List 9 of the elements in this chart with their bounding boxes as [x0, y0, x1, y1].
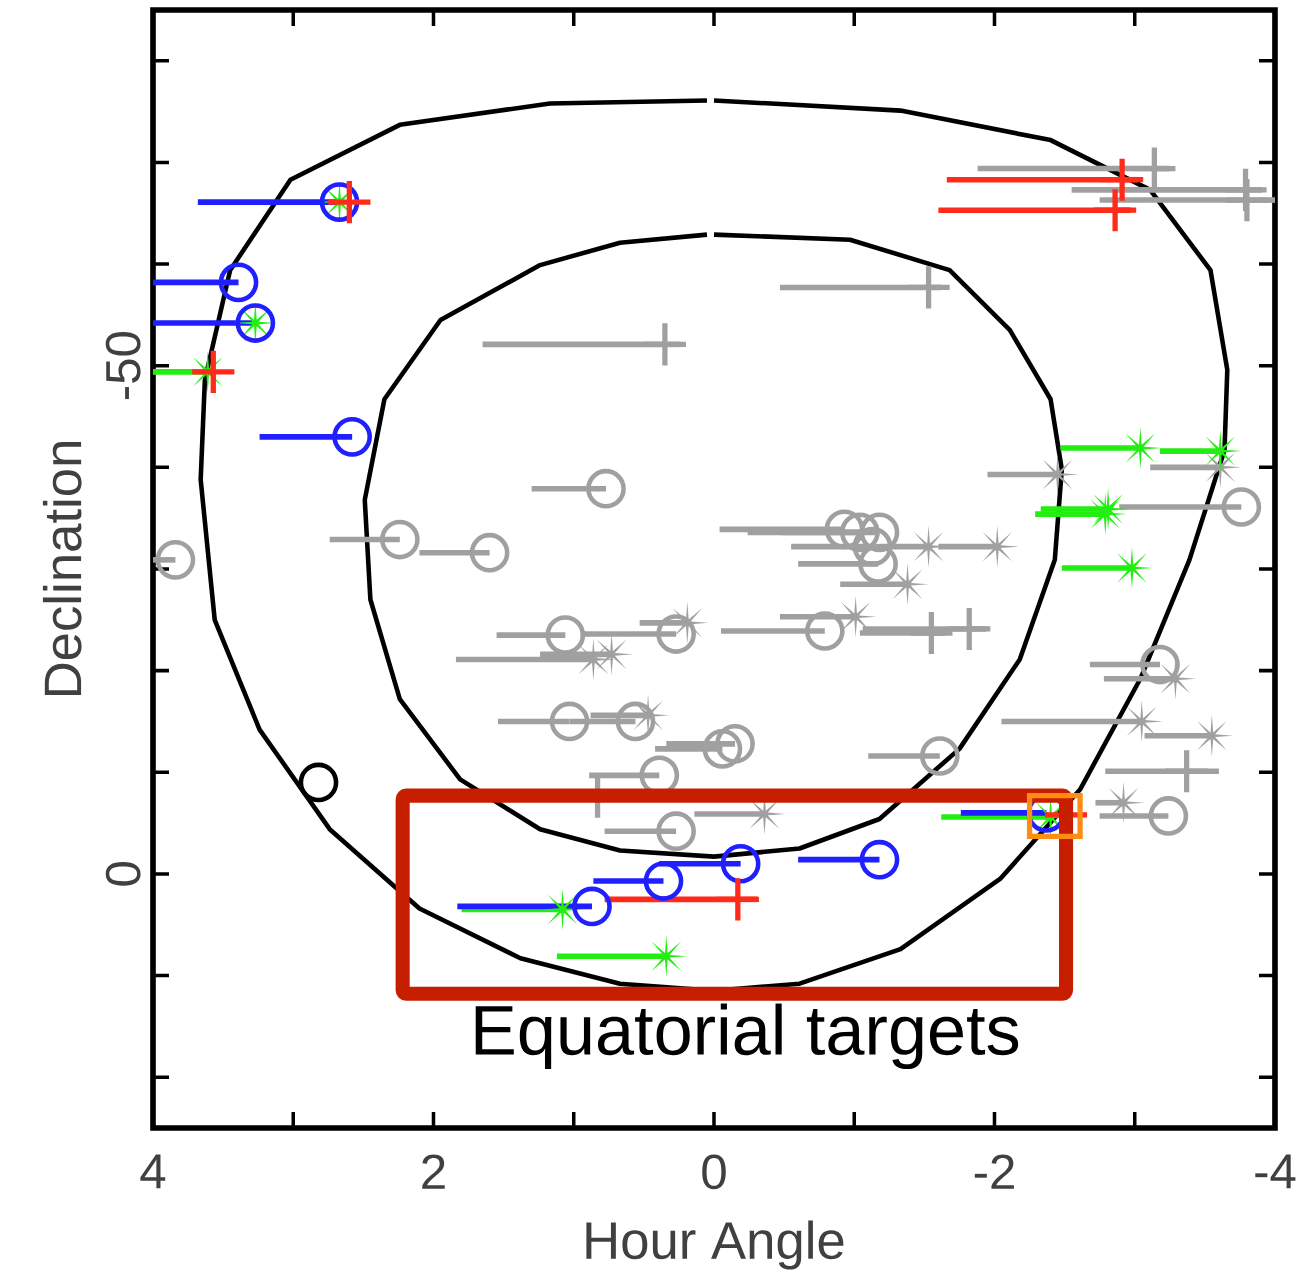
x-tick-label: 2	[422, 1154, 445, 1189]
x-tick-label: -2	[974, 1154, 1014, 1189]
y-axis-title: Declination	[42, 442, 82, 696]
x-axis-title: Hour Angle	[586, 1220, 844, 1270]
x-tick-label: -4	[1255, 1154, 1296, 1189]
y-tick-label: -50	[105, 332, 141, 400]
x-tick-label: 4	[140, 1154, 166, 1189]
x-tick-label: 0	[702, 1154, 726, 1190]
annotation: Equatorial targets	[475, 1003, 1019, 1070]
